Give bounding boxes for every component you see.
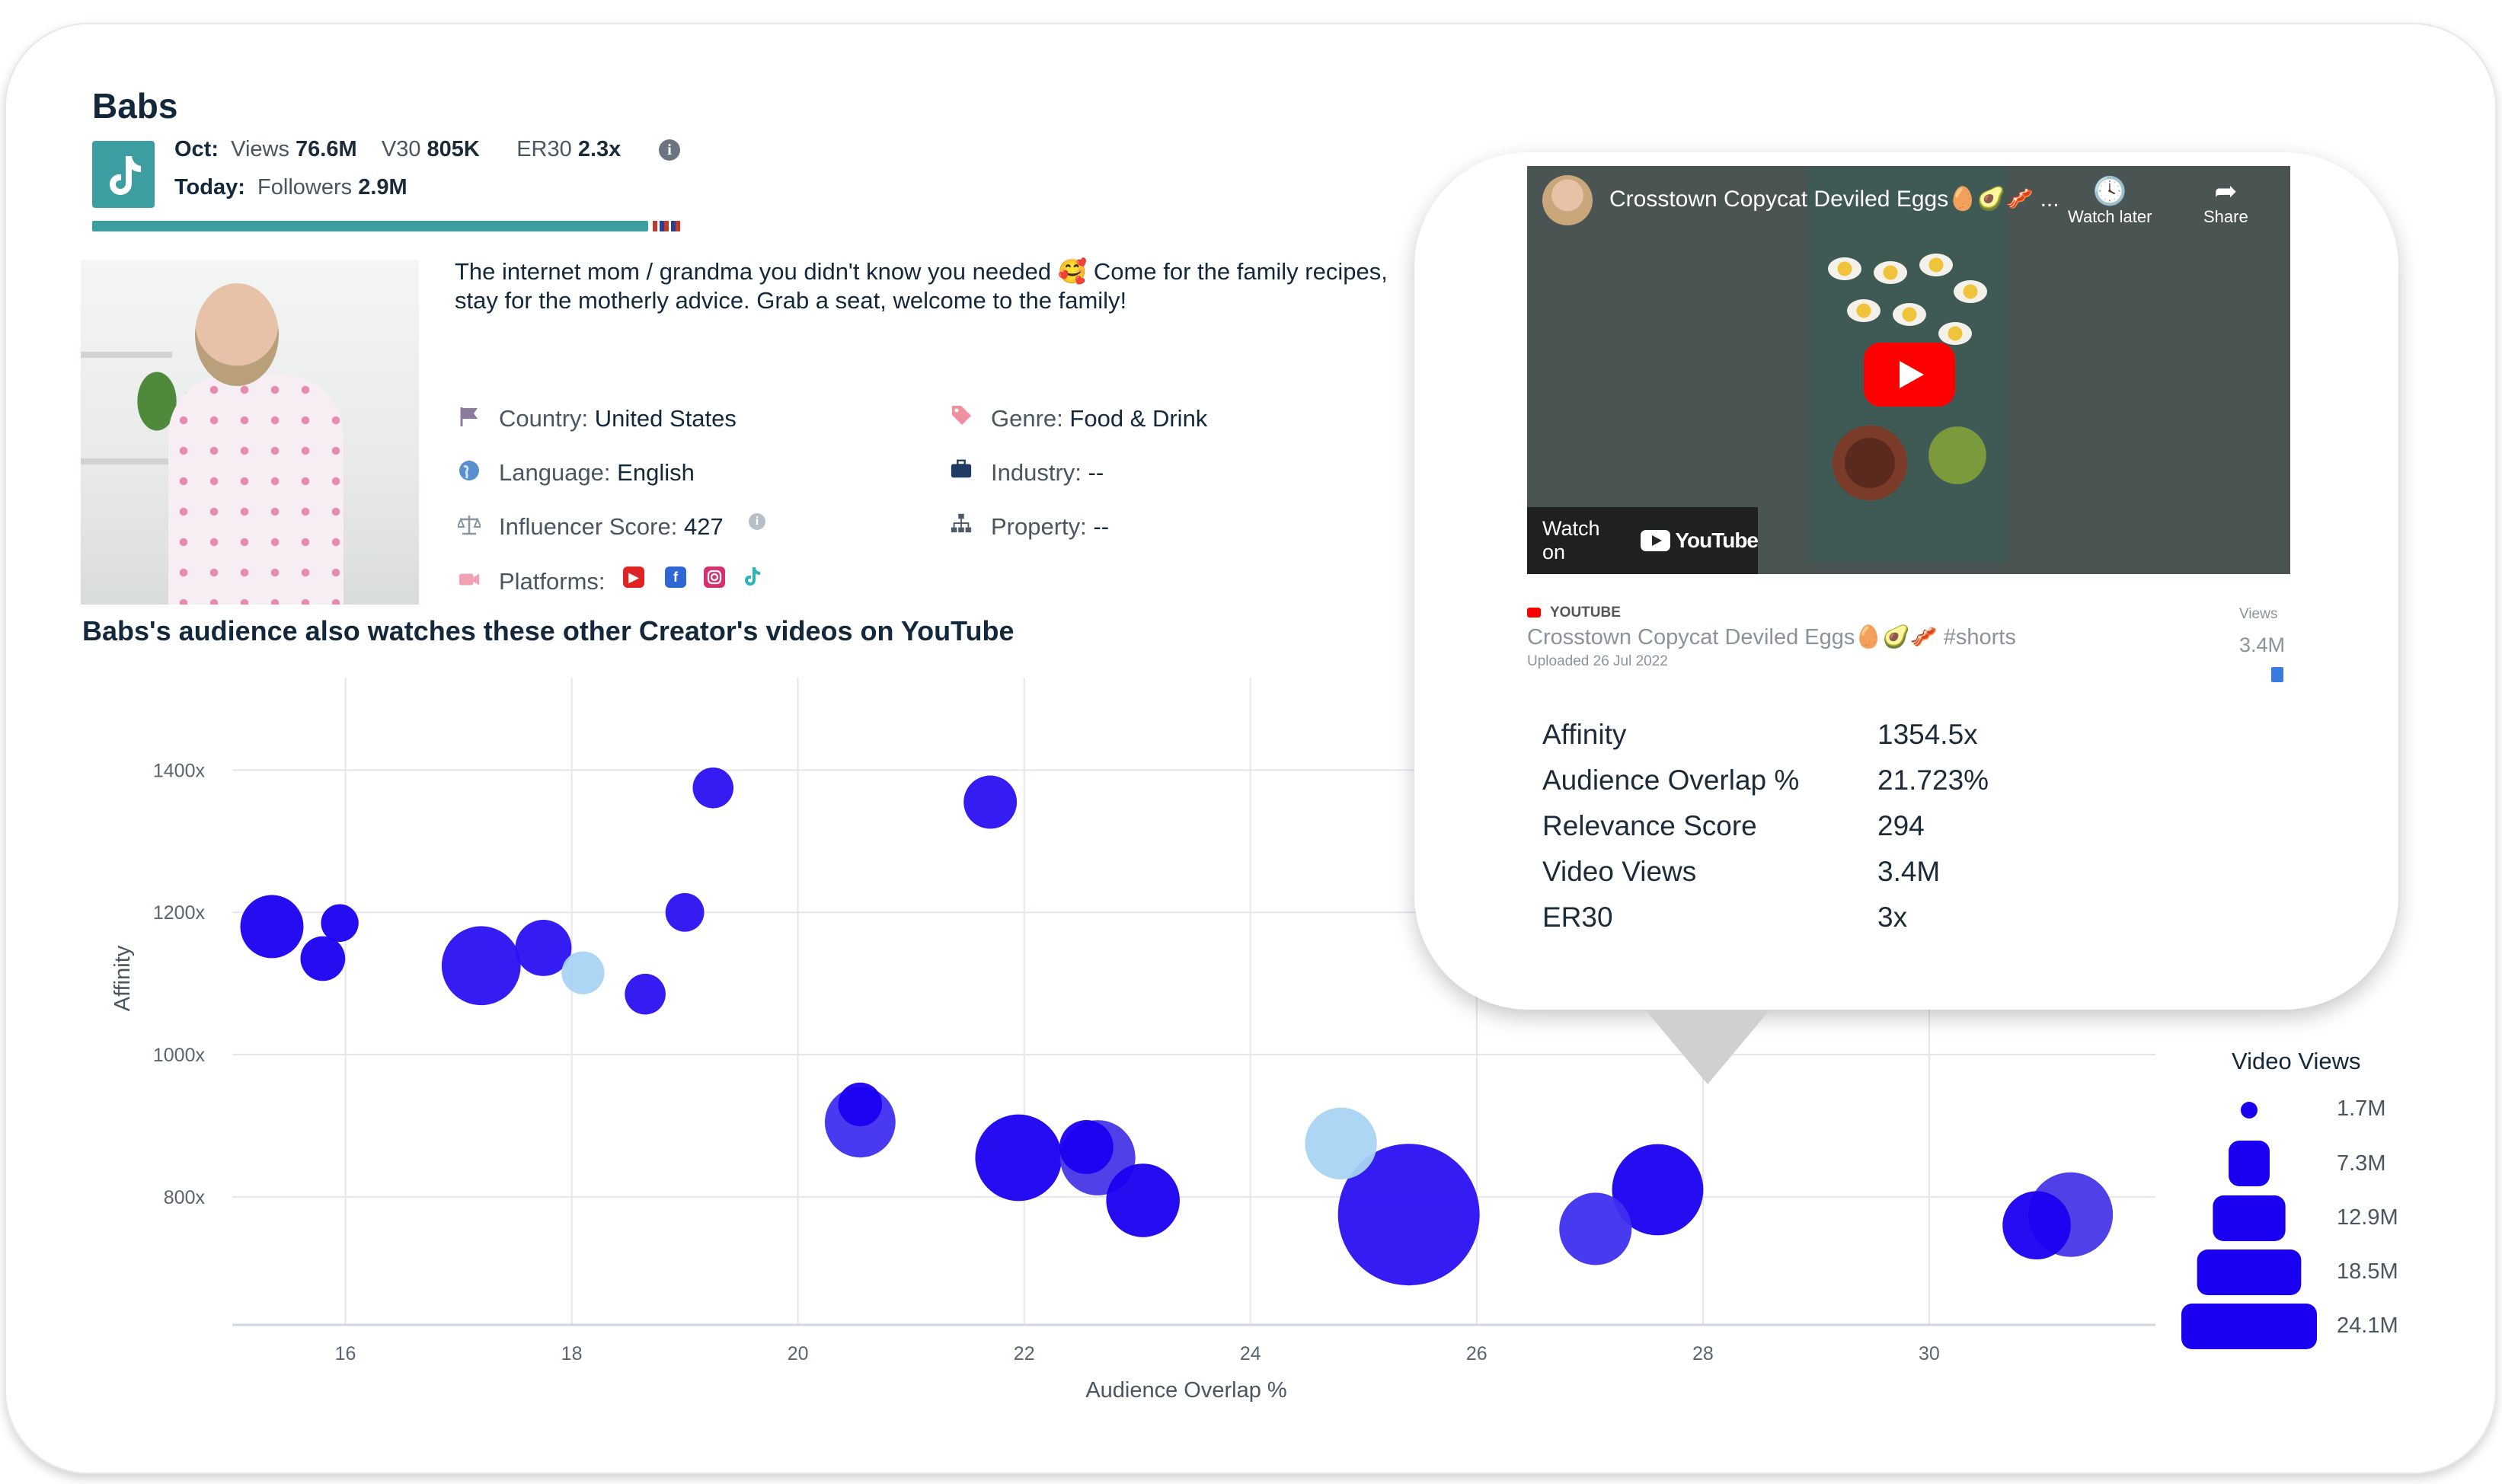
channel-avatar[interactable] <box>1542 175 1593 225</box>
size-legend-label: 18.5M <box>2337 1259 2398 1284</box>
us-flag-icon <box>653 221 682 231</box>
score-label: Influencer Score: <box>499 513 678 540</box>
upload-date: Uploaded 26 Jul 2022 <box>1527 653 1668 669</box>
watch-on-youtube-button[interactable]: Watch on YouTube <box>1527 507 1759 574</box>
property-label: Property: <box>991 513 1087 540</box>
v30-value: 805K <box>427 137 480 161</box>
clock-icon: 🕓 <box>2092 175 2127 206</box>
followers-label: Followers <box>257 175 353 199</box>
share-button[interactable]: ➦ Share <box>2203 175 2248 227</box>
industry-row: Industry: -- <box>991 459 1104 487</box>
country-value: United States <box>594 405 737 432</box>
month-label: Oct: <box>174 137 219 161</box>
size-legend-label: 1.7M <box>2337 1096 2386 1121</box>
stat-label: Audience Overlap % <box>1542 764 1800 796</box>
language-row: Language: English <box>499 459 695 487</box>
industry-label: Industry: <box>991 459 1082 486</box>
video-title[interactable]: Crosstown Copycat Deviled Eggs🥚🥑🥓 ... <box>1609 187 2059 212</box>
creator-photo <box>81 260 419 605</box>
watch-later-button[interactable]: 🕓 Watch later <box>2068 175 2152 227</box>
youtube-wordmark: YouTube <box>1675 528 1759 552</box>
watch-later-label: Watch later <box>2068 207 2152 226</box>
language-label: Language: <box>499 459 611 486</box>
today-stats: Today: Followers 2.9M <box>174 175 407 200</box>
tag-icon <box>950 404 973 426</box>
size-legend-label: 24.1M <box>2337 1313 2398 1338</box>
tiktok-small-icon[interactable] <box>740 565 763 588</box>
scale-icon <box>458 513 481 536</box>
score-value: 427 <box>683 513 724 540</box>
sitemap-icon <box>950 512 973 535</box>
play-button[interactable] <box>1864 343 1955 407</box>
followers-value: 2.9M <box>358 175 407 199</box>
v30-label: V30 <box>381 137 421 161</box>
youtube-logo-icon <box>1641 530 1671 551</box>
language-value: English <box>617 459 695 486</box>
instagram-icon[interactable] <box>704 566 725 588</box>
facebook-icon[interactable]: f <box>665 566 686 588</box>
size-legend-label: 7.3M <box>2337 1151 2386 1176</box>
tooltip-pointer <box>1645 1010 1770 1084</box>
today-label: Today: <box>174 175 245 199</box>
property-row: Property: -- <box>991 513 1109 541</box>
size-legend-title: Video Views <box>2232 1048 2361 1074</box>
month-stats: Oct: Views 76.6M V30 805K ER30 2.3x <box>174 137 621 162</box>
genre-row: Genre: Food & Drink <box>991 405 1207 432</box>
briefcase-icon <box>950 458 973 480</box>
stat-value: 21.723% <box>1877 764 1989 796</box>
er30-label: ER30 <box>516 137 572 161</box>
genre-value: Food & Drink <box>1069 405 1208 432</box>
views-label: Views <box>2239 606 2278 622</box>
stat-label: Relevance Score <box>1542 810 1757 841</box>
er30-value: 2.3x <box>577 137 622 161</box>
video-player[interactable]: Crosstown Copycat Deviled Eggs🥚🥑🥓 ... 🕓 … <box>1527 166 2290 574</box>
watch-on-label: Watch on <box>1542 517 1600 563</box>
camera-icon <box>458 568 481 591</box>
score-row: Influencer Score: 427 <box>499 513 724 541</box>
views-value: 76.6M <box>296 137 357 161</box>
globe-icon <box>458 459 481 482</box>
progress-bar <box>92 221 648 231</box>
stat-value: 1354.5x <box>1877 719 1978 750</box>
platforms-label: Platforms: <box>499 568 606 595</box>
creator-name: Babs <box>92 86 178 126</box>
video-source: YOUTUBE <box>1527 605 1621 621</box>
size-legend-label: 12.9M <box>2337 1205 2398 1230</box>
score-info-icon[interactable]: i <box>749 513 765 530</box>
stat-value: 3x <box>1877 902 1908 933</box>
flag-icon <box>458 405 481 428</box>
views-value: 3.4M <box>2239 633 2286 656</box>
stat-label: Video Views <box>1542 856 1697 887</box>
info-icon[interactable]: i <box>659 139 680 161</box>
country-label: Country: <box>499 405 589 432</box>
share-label: Share <box>2203 207 2248 226</box>
youtube-mini-icon <box>1527 608 1541 618</box>
tiktok-icon[interactable] <box>92 141 155 208</box>
source-label: YOUTUBE <box>1550 605 1621 621</box>
stat-label: ER30 <box>1542 902 1613 933</box>
creator-bio: The internet mom / grandma you didn't kn… <box>455 258 1388 314</box>
views-label: Views <box>231 137 289 161</box>
share-icon: ➦ <box>2214 175 2238 206</box>
document-icon[interactable] <box>2271 667 2283 682</box>
property-value: -- <box>1093 513 1110 540</box>
video-title-full[interactable]: Crosstown Copycat Deviled Eggs🥚🥑🥓 #short… <box>1527 625 2016 649</box>
genre-label: Genre: <box>991 405 1063 432</box>
stat-value: 3.4M <box>1877 856 1941 887</box>
stat-value: 294 <box>1877 810 1925 841</box>
stat-label: Affinity <box>1542 719 1627 750</box>
country-row: Country: United States <box>499 405 737 432</box>
industry-value: -- <box>1088 459 1104 486</box>
section-title: Babs's audience also watches these other… <box>82 615 1015 646</box>
youtube-icon[interactable]: ▶ <box>623 566 644 588</box>
